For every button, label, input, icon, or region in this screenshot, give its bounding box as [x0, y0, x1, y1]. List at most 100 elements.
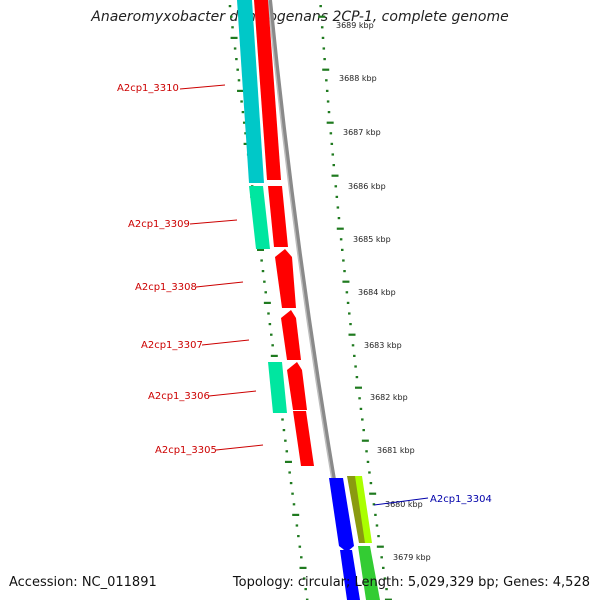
tick-mark	[261, 270, 265, 273]
scale-label: 3685 kbp	[353, 235, 391, 244]
tick-mark	[346, 301, 350, 304]
tick-mark	[384, 598, 392, 600]
gene-blue-2[interactable]	[340, 550, 360, 600]
tick-mark	[335, 195, 339, 198]
tick-mark	[342, 280, 350, 283]
gene-label-A2cp1_3307[interactable]: A2cp1_3307	[141, 340, 203, 351]
tick-mark	[297, 535, 300, 538]
tick-mark	[257, 248, 265, 251]
scale-label: 3687 kbp	[343, 128, 381, 137]
tick-mark	[322, 68, 330, 71]
tick-mark	[369, 492, 377, 495]
tick-mark	[325, 89, 329, 92]
gene-A2cp1_3309-red[interactable]	[268, 186, 288, 247]
tick-mark	[343, 270, 346, 273]
gene-lime[interactable]	[355, 476, 372, 543]
scale-label: 3681 kbp	[377, 446, 415, 455]
label-leader	[208, 390, 257, 397]
tick-mark	[229, 15, 233, 18]
gene-label-A2cp1_3306[interactable]: A2cp1_3306	[148, 391, 210, 402]
tick-mark	[382, 566, 385, 569]
gene-A2cp1_3305-red[interactable]	[293, 411, 314, 466]
tick-mark	[351, 344, 355, 347]
tick-mark	[299, 566, 307, 569]
tick-mark	[385, 588, 388, 591]
gene-green[interactable]	[358, 546, 380, 600]
tick-mark	[292, 513, 300, 516]
tick-mark	[236, 68, 239, 71]
tick-mark	[380, 556, 383, 559]
tick-mark	[345, 291, 349, 294]
tick-mark	[353, 354, 356, 357]
gene-label-A2cp1_3309[interactable]: A2cp1_3309	[128, 219, 190, 230]
gene-label-A2cp1_3304[interactable]: A2cp1_3304	[430, 494, 492, 505]
gene-label-A2cp1_3308[interactable]: A2cp1_3308	[135, 282, 197, 293]
tick-mark	[263, 301, 271, 304]
label-leader	[215, 444, 264, 451]
tick-mark	[366, 460, 370, 463]
tick-mark	[230, 36, 238, 39]
tick-mark	[228, 5, 232, 8]
tick-mark	[288, 471, 291, 474]
tick-mark	[326, 100, 330, 103]
tick-mark	[358, 397, 361, 400]
scale-label: 3679 kbp	[393, 553, 431, 562]
tick-mark	[330, 142, 334, 145]
tick-mark	[372, 503, 376, 506]
scale-label: 3680 kbp	[385, 500, 423, 509]
tick-mark	[320, 26, 324, 29]
tick-mark	[334, 185, 338, 188]
tick-mark	[241, 111, 245, 114]
gene-A2cp1_3304-blue[interactable]	[329, 478, 354, 552]
tick-mark	[336, 206, 340, 209]
tick-mark	[268, 323, 272, 326]
tick-mark	[337, 217, 341, 220]
tick-mark	[332, 164, 336, 167]
tick-mark	[348, 333, 356, 336]
tick-mark	[321, 36, 325, 39]
tick-mark	[237, 89, 245, 92]
tick-mark	[242, 121, 246, 124]
tick-mark	[376, 545, 384, 548]
tick-mark	[361, 418, 364, 421]
tick-mark	[284, 439, 287, 442]
gene-label-A2cp1_3305[interactable]: A2cp1_3305	[155, 445, 217, 456]
label-leader	[179, 84, 226, 90]
gene-label-A2cp1_3310[interactable]: A2cp1_3310	[117, 83, 179, 94]
tick-mark	[359, 407, 363, 410]
tick-mark	[326, 121, 334, 124]
gene-labels: A2cp1_3310 A2cp1_3309 A2cp1_3308 A2cp1_3…	[117, 83, 492, 506]
tick-mark	[292, 503, 296, 506]
label-leader	[201, 339, 250, 346]
tick-mark	[300, 556, 303, 559]
accession-text: Accession: NC_011891	[9, 575, 157, 590]
gene-A2cp1_3309-teal[interactable]	[249, 186, 270, 249]
gene-A2cp1_3310-cyan[interactable]	[237, 0, 264, 183]
tick-mark	[231, 26, 234, 29]
scale-label: 3684 kbp	[358, 288, 396, 297]
tick-mark	[323, 58, 326, 61]
gene-red-1[interactable]	[254, 0, 281, 180]
tick-mark	[240, 100, 243, 103]
gene-A2cp1_3306-red[interactable]	[287, 362, 307, 410]
tick-mark	[260, 259, 263, 262]
tick-row-outer	[318, 5, 392, 600]
tick-mark	[331, 153, 335, 156]
tick-mark	[233, 47, 237, 50]
tick-mark	[349, 323, 352, 326]
gene-A2cp1_3307-red[interactable]	[281, 310, 301, 360]
tick-mark	[282, 429, 286, 432]
tick-mark	[383, 577, 387, 580]
tick-mark	[354, 365, 357, 368]
tick-mark	[340, 248, 344, 251]
gene-A2cp1_3306-teal[interactable]	[268, 362, 287, 413]
gene-A2cp1_3308-red[interactable]	[275, 249, 296, 308]
tick-mark	[285, 450, 289, 453]
scale-label: 3689 kbp	[336, 21, 374, 30]
tick-mark	[322, 47, 326, 50]
topology-text: Topology: circular; Length: 5,029,329 bp…	[232, 575, 590, 590]
label-leader	[373, 497, 429, 506]
tick-mark	[348, 312, 351, 315]
tick-mark	[237, 79, 241, 82]
scale-label: 3683 kbp	[364, 341, 402, 350]
